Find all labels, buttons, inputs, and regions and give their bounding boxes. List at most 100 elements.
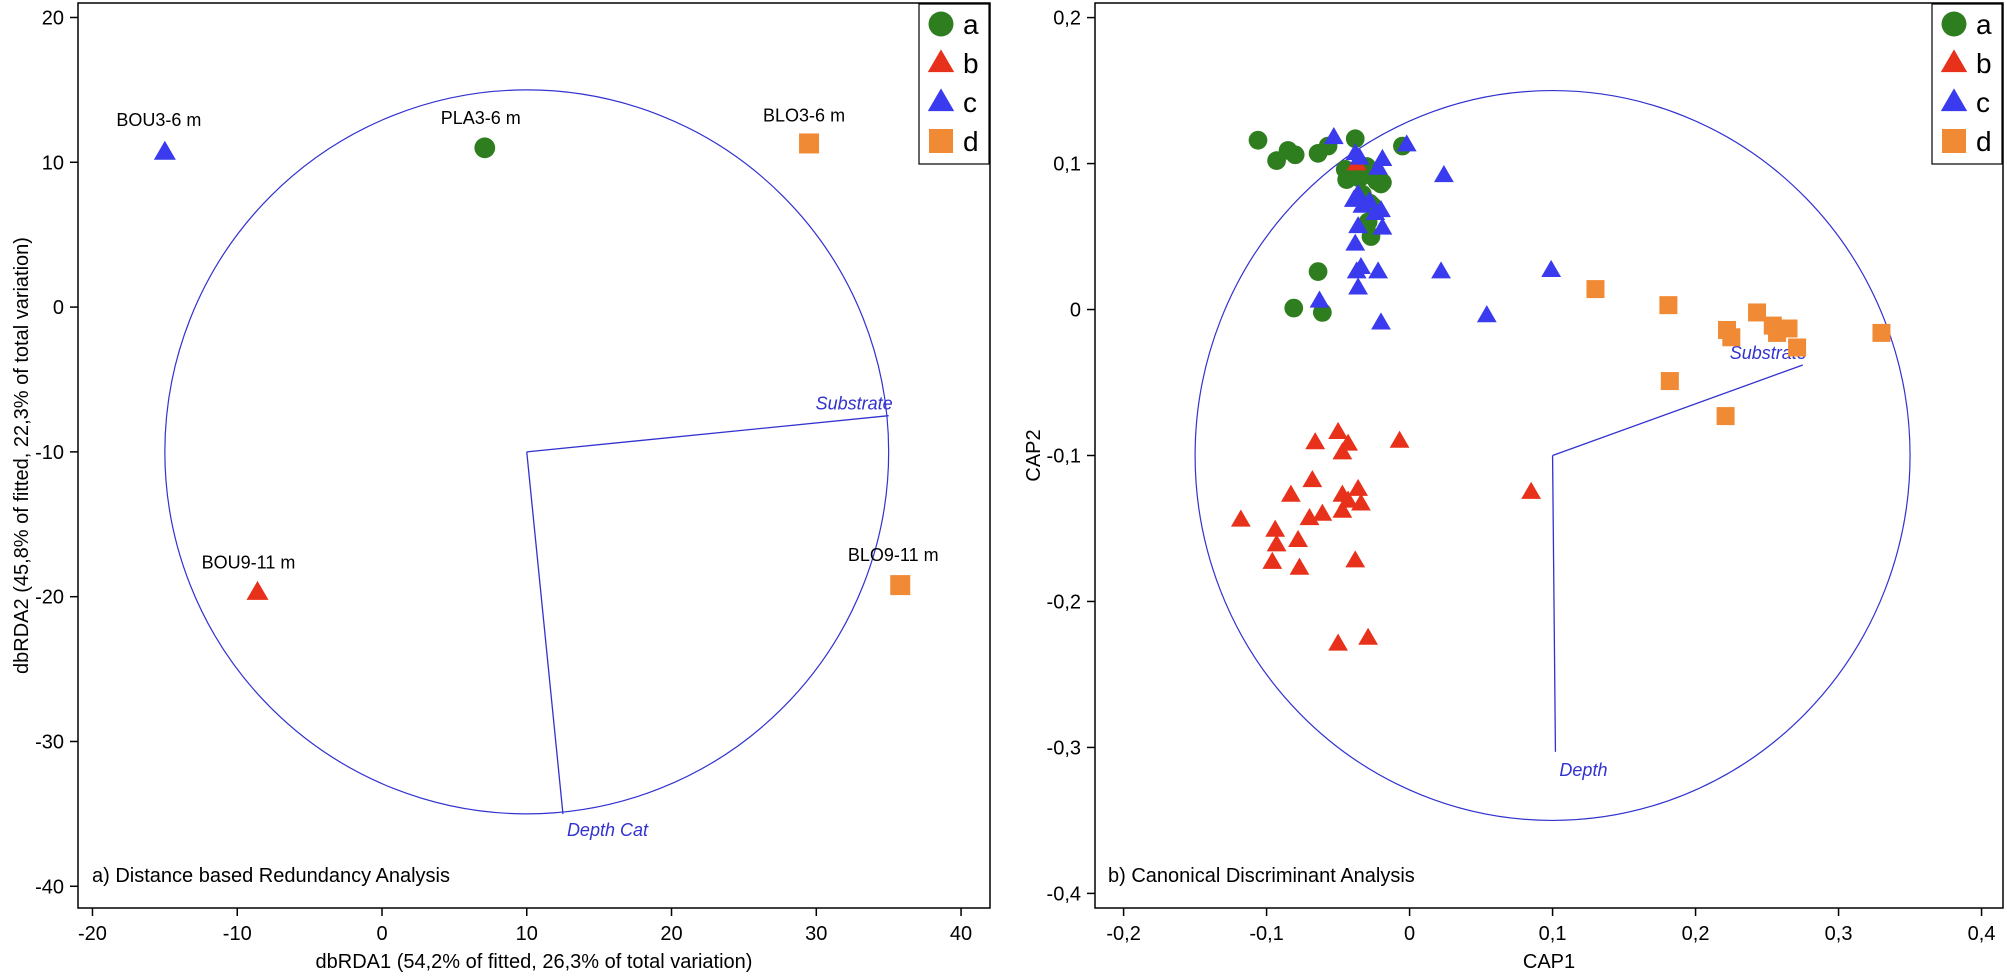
point-label: BOU3-6 m xyxy=(116,110,201,130)
point-group-b xyxy=(1266,534,1287,552)
panel-a-dbrda: -20 -10 0 10 20 30 40 -40 -30 -20 -10 0 10 20 dbRDA1 (… xyxy=(11,2,991,973)
legend-marker-d xyxy=(929,129,953,153)
point-group-c xyxy=(1368,261,1389,279)
legend-label: d xyxy=(963,126,979,157)
point-group-b xyxy=(246,580,269,600)
point-group-d xyxy=(1660,372,1679,391)
point-group-a xyxy=(1285,145,1305,165)
x-tick-label: -0,1 xyxy=(1249,923,1283,945)
x-tick-label: -20 xyxy=(78,923,107,945)
x-tick-label: -10 xyxy=(223,923,252,945)
x-tick-label: 20 xyxy=(660,923,682,945)
point-group-b xyxy=(1332,500,1353,518)
point-group-b xyxy=(1289,557,1310,575)
point-group-c xyxy=(1371,312,1391,330)
vector-label: Depth xyxy=(1559,760,1607,780)
x-tick-label: 0,4 xyxy=(1968,923,1996,945)
x-tick-label: 0 xyxy=(1404,923,1415,945)
point-group-c xyxy=(1346,261,1367,279)
vector-line-substrate xyxy=(526,415,889,453)
x-tick-label: 0,1 xyxy=(1539,923,1567,945)
legend-label: d xyxy=(1976,126,1992,157)
legend-marker-c xyxy=(1940,88,1968,112)
x-tick-label: 30 xyxy=(805,923,827,945)
point-group-d xyxy=(890,575,911,596)
legend-marker-a xyxy=(1941,11,1967,37)
y-tick-label: -0,1 xyxy=(1047,446,1081,468)
point-group-b xyxy=(1262,551,1283,569)
point-label: BLO3-6 m xyxy=(763,105,845,125)
panel-caption: b) Canonical Discriminant Analysis xyxy=(1108,865,1415,887)
y-axis: -40 -30 -20 -10 0 10 20 xyxy=(35,7,78,898)
plot-frame xyxy=(1094,2,2004,909)
legend-marker-b xyxy=(927,49,955,73)
point-group-c xyxy=(1349,147,1370,165)
point-group-a xyxy=(1345,129,1365,149)
point-group-c xyxy=(1476,305,1497,323)
vector-label: Substrate xyxy=(816,394,893,414)
y-axis-label: CAP2 xyxy=(1023,429,1045,481)
data-points xyxy=(1230,127,1891,651)
point-label: BOU9-11 m xyxy=(202,552,296,572)
vector-label: Substrate xyxy=(1730,343,1807,363)
panel-caption: a) Distance based Redundancy Analysis xyxy=(92,865,450,887)
x-axis: -20 -10 0 10 20 30 40 xyxy=(78,908,972,945)
point-group-a xyxy=(1284,298,1304,318)
point-group-c xyxy=(1431,261,1451,279)
x-tick-label: 0,2 xyxy=(1682,923,1710,945)
legend-label: b xyxy=(1976,48,1992,79)
legend-marker-a xyxy=(928,11,954,37)
y-tick-label: -40 xyxy=(35,876,64,898)
point-group-b xyxy=(1305,432,1326,450)
x-tick-label: 40 xyxy=(950,923,972,945)
point-group-d xyxy=(1748,303,1767,322)
y-tick-label: -0,4 xyxy=(1047,883,1081,905)
point-group-d xyxy=(1716,407,1735,426)
legend-label: a xyxy=(963,9,979,40)
point-group-c xyxy=(1372,217,1393,235)
x-tick-label: 10 xyxy=(516,923,538,945)
point-group-c xyxy=(1309,290,1330,308)
data-points: BOU3-6 m PLA3-6 m BLO3-6 m BOU9-11 m BLO9-11… xyxy=(116,105,939,600)
legend-marker-d xyxy=(1942,129,1966,153)
point-group-a xyxy=(1248,130,1268,150)
panel-b-cap: -0,2 -0,1 0 0,1 0,2 0,3 0,4 -0,4 -0,3 -0,2 -0,1 0 0,… xyxy=(1023,2,2004,973)
point-group-a xyxy=(1373,173,1392,192)
plot-frame xyxy=(77,2,991,909)
point-group-d xyxy=(1659,296,1678,315)
point-group-d xyxy=(1872,323,1891,342)
point-label: BLO9-11 m xyxy=(848,545,939,565)
point-group-a xyxy=(1308,262,1328,281)
point-group-b xyxy=(1288,529,1308,548)
vector-label: Depth Cat xyxy=(567,820,649,840)
point-group-b xyxy=(1338,433,1358,451)
point-group-b xyxy=(1351,493,1371,511)
point-group-c xyxy=(1434,164,1454,183)
point-group-d xyxy=(799,133,820,154)
correlation-circle xyxy=(1194,89,1911,822)
y-tick-label: -20 xyxy=(35,587,64,609)
y-tick-label: -30 xyxy=(35,731,64,753)
point-group-b xyxy=(1332,442,1353,460)
point-group-d xyxy=(1722,328,1741,347)
point-group-c xyxy=(1541,259,1562,277)
y-tick-label: 10 xyxy=(42,152,64,174)
point-group-b xyxy=(1521,481,1542,499)
x-axis-label: CAP1 xyxy=(1523,951,1575,973)
x-tick-label: 0,3 xyxy=(1825,923,1853,945)
y-tick-label: 0 xyxy=(53,297,64,319)
y-tick-label: -0,2 xyxy=(1047,591,1081,613)
point-group-b xyxy=(1302,470,1323,488)
point-group-c xyxy=(1359,191,1380,209)
x-tick-label: 0 xyxy=(376,923,387,945)
vector-line-depth xyxy=(1551,455,1557,752)
point-group-b xyxy=(1265,519,1286,537)
point-group-d xyxy=(1788,338,1807,357)
point-group-c xyxy=(153,140,176,160)
y-tick-label: 0,1 xyxy=(1053,154,1081,176)
point-group-b xyxy=(1312,503,1333,521)
point-group-c xyxy=(1345,233,1366,251)
vector-line-substrate xyxy=(1552,364,1804,457)
